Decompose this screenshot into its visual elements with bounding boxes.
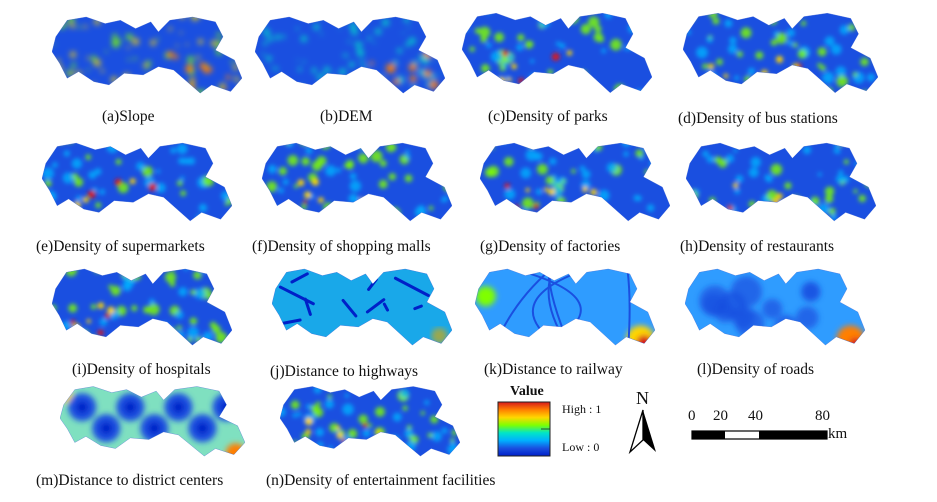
legend-title: Value	[510, 384, 544, 399]
caption-m: (m)Distance to district centers	[36, 472, 224, 489]
caption-f: (f)Density of shopping malls	[252, 238, 431, 255]
map-panel-f	[262, 142, 452, 222]
caption-e: (e)Density of supermarkets	[36, 238, 205, 255]
caption-l: (l)Density of roads	[697, 361, 815, 378]
north-arrow-icon	[628, 409, 656, 454]
map-panel-a	[52, 16, 242, 94]
map-panel-i	[52, 268, 232, 346]
scale-unit: km	[828, 426, 848, 442]
legend-color-ramp	[497, 401, 551, 457]
scale-tick-40: 40	[748, 408, 763, 424]
caption-i: (i)Density of hospitals	[72, 361, 211, 378]
caption-d: (d)Density of bus stations	[678, 110, 838, 127]
caption-b: (b)DEM	[320, 108, 373, 125]
scale-bar	[691, 430, 828, 440]
map-panel-l	[685, 268, 865, 346]
legend-low-label: Low : 0	[562, 440, 600, 454]
map-panel-c	[462, 12, 652, 94]
legend-high-label: High : 1	[562, 402, 602, 416]
scale-tick-0: 0	[688, 408, 696, 424]
caption-c: (c)Density of parks	[488, 108, 608, 125]
north-label: N	[636, 388, 649, 408]
map-panel-d	[683, 12, 878, 94]
caption-h: (h)Density of restaurants	[680, 238, 835, 255]
map-panel-m	[60, 386, 245, 457]
map-panel-e	[42, 142, 232, 222]
caption-k: (k)Distance to railway	[484, 361, 623, 378]
caption-a: (a)Slope	[102, 108, 155, 125]
map-panel-h	[686, 142, 876, 222]
caption-n: (n)Density of entertainment facilities	[266, 472, 496, 489]
map-panel-n	[280, 386, 460, 457]
map-panel-b	[255, 16, 445, 94]
map-panel-g	[480, 142, 670, 222]
caption-g: (g)Density of factories	[480, 238, 621, 255]
scale-tick-20: 20	[713, 408, 728, 424]
caption-j: (j)Distance to highways	[270, 363, 419, 380]
map-panel-k	[475, 268, 655, 346]
scale-tick-80: 80	[815, 408, 830, 424]
map-panel-j	[272, 268, 452, 346]
